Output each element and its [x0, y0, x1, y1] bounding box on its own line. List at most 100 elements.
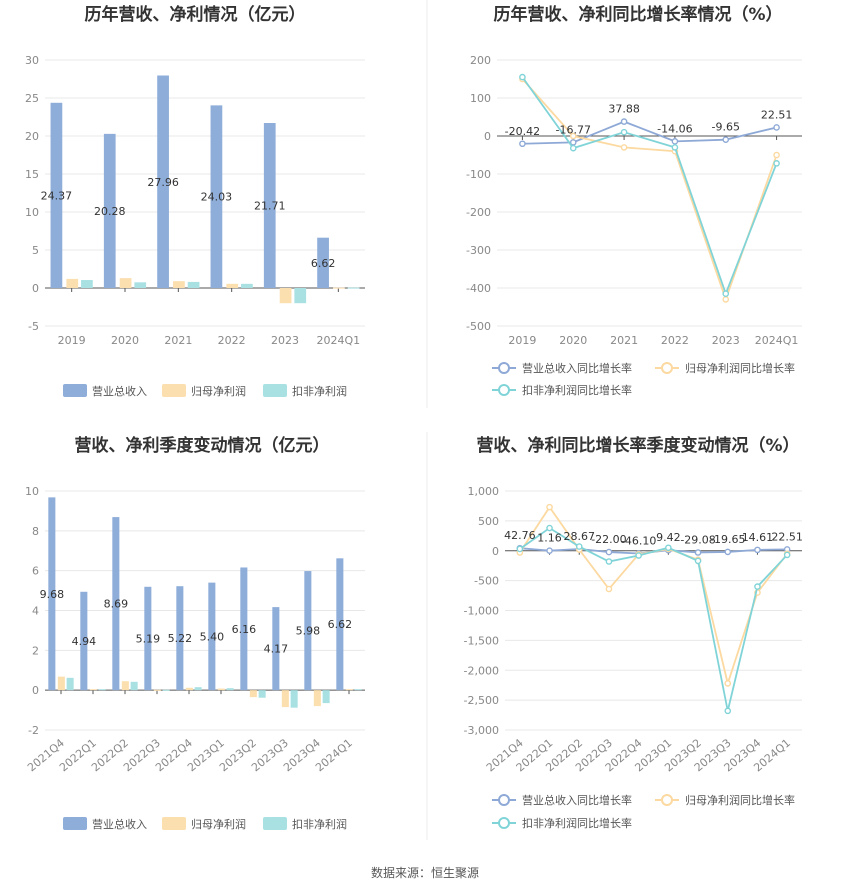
point-deducted-growth: [694, 557, 702, 565]
point-deducted-growth: [722, 290, 730, 298]
point-net-profit-growth: [620, 144, 628, 151]
chart-title-1: 历年营收、净利情况（亿元）: [85, 4, 306, 25]
bar-net-profit: [185, 687, 193, 691]
data-label: 6.62: [311, 257, 336, 270]
legend-swatch: [263, 384, 287, 397]
bar-revenue: [336, 558, 344, 691]
data-label: 6.62: [328, 618, 353, 631]
legend-label: 营业总收入: [92, 817, 147, 831]
point-revenue-growth: [546, 547, 553, 554]
legend-label: 扣非净利润同比增长率: [522, 383, 632, 397]
line-deducted-growth: [521, 76, 778, 297]
y-tick-label: -3,000: [464, 724, 499, 737]
data-label: 20.28: [94, 205, 126, 218]
bar-deducted-profit: [194, 687, 202, 691]
bar-deducted-profit: [258, 690, 266, 698]
bar-net-profit: [119, 278, 132, 288]
bar-revenue: [263, 123, 276, 288]
bar-revenue: [208, 582, 216, 691]
y-tick-label: 5: [32, 244, 39, 257]
y-tick-label: 0: [32, 282, 39, 295]
x-tick-label: 2019: [58, 334, 86, 347]
point-net-profit-growth: [546, 503, 553, 511]
x-tick-label: 2022: [218, 334, 246, 347]
bar-net-profit: [279, 288, 292, 304]
line-deducted-growth: [519, 526, 788, 712]
point-deducted-growth: [620, 128, 628, 136]
bar-revenue: [80, 591, 88, 691]
bar-deducted-profit: [347, 287, 360, 289]
data-label: 22.51: [771, 530, 803, 543]
y-tick-label: -2: [28, 724, 39, 737]
bar-deducted-profit: [130, 681, 138, 691]
y-tick-label: -1,000: [464, 605, 499, 618]
y-tick-label: -400: [466, 282, 491, 295]
bar-net-profit: [57, 676, 65, 691]
point-deducted-growth: [569, 144, 577, 152]
point-revenue-growth: [694, 549, 702, 556]
y-tick-label: -500: [466, 320, 491, 333]
data-label: 6.16: [232, 623, 257, 636]
x-tick-label: 2020: [559, 334, 587, 347]
data-label: -29.08: [680, 533, 715, 546]
bar-deducted-profit: [354, 689, 362, 691]
point-deducted-growth: [605, 558, 613, 565]
legend-swatch: [63, 817, 87, 830]
data-label: -9.65: [712, 121, 740, 134]
y-tick-label: 10: [25, 485, 39, 498]
data-label: -19.65: [710, 533, 745, 546]
bar-revenue: [176, 586, 184, 691]
bar-net-profit: [281, 690, 289, 708]
bar-deducted-profit: [162, 689, 170, 691]
point-net-profit-growth: [773, 151, 780, 159]
point-revenue-growth: [724, 548, 732, 556]
bar-net-profit: [226, 283, 239, 288]
x-tick-label: 2021: [610, 334, 638, 347]
x-tick-label: 2024Q1: [313, 736, 355, 774]
legend-label: 扣非净利润同比增长率: [522, 816, 632, 830]
legend-label: 营业总收入: [92, 384, 147, 398]
bar-net-profit: [249, 690, 257, 698]
legend-swatch: [162, 817, 186, 830]
y-tick-label: 500: [478, 515, 499, 528]
bar-revenue: [50, 102, 63, 289]
y-tick-label: 2: [32, 644, 39, 657]
point-deducted-growth: [546, 524, 553, 532]
y-tick-label: 200: [470, 54, 491, 67]
data-label: 9.68: [40, 588, 65, 601]
chart-title-3: 营收、净利季度变动情况（亿元）: [75, 435, 330, 456]
point-net-profit-growth: [605, 585, 613, 593]
data-label: 5.19: [136, 632, 161, 645]
data-label: -20.42: [505, 125, 540, 138]
bar-deducted-profit: [290, 690, 298, 708]
y-tick-label: -300: [466, 244, 491, 257]
x-tick-label: 2022: [661, 334, 689, 347]
data-label: 27.96: [147, 176, 179, 189]
y-tick-label: 6: [32, 565, 39, 578]
bar-net-profit: [173, 281, 185, 288]
y-tick-label: -1,500: [464, 634, 499, 647]
bar-net-profit: [121, 681, 129, 691]
data-label: 8.69: [104, 598, 129, 611]
point-net-profit-growth: [722, 296, 730, 303]
data-label: 24.03: [201, 191, 233, 204]
legend-swatch: [162, 384, 186, 397]
y-tick-label: 15: [25, 168, 39, 181]
data-label: -46.10: [621, 535, 656, 548]
y-tick-label: 30: [25, 54, 39, 67]
legend-label: 营业总收入同比增长率: [522, 793, 632, 807]
bar-deducted-profit: [187, 281, 200, 288]
data-label: -22.00: [591, 533, 626, 546]
data-label: 14.61: [742, 531, 774, 544]
data-label: 9.42: [656, 531, 681, 544]
bar-net-profit: [153, 689, 161, 691]
x-tick-label: 2019: [508, 334, 536, 347]
data-label: 28.67: [564, 530, 596, 543]
legend-label: 归母净利润: [191, 817, 246, 831]
data-label: 21.71: [254, 200, 286, 213]
bar-deducted-profit: [241, 283, 253, 288]
bar-net-profit: [313, 690, 321, 707]
bar-net-profit: [89, 689, 97, 691]
point-deducted-growth: [724, 707, 732, 715]
